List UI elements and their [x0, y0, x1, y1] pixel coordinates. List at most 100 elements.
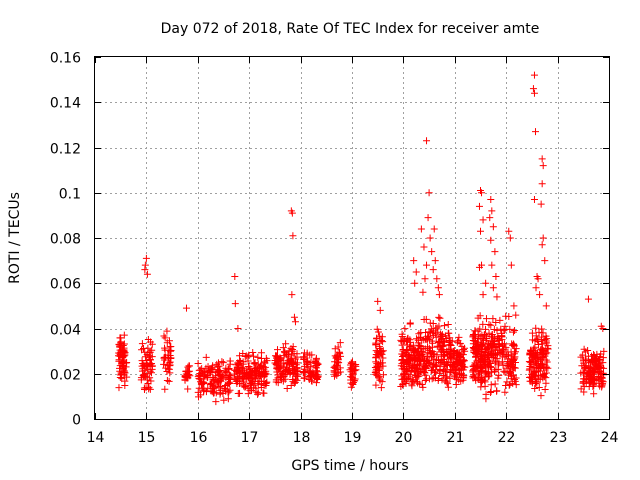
data-point: [281, 349, 289, 357]
data-point: [482, 279, 490, 287]
data-point: [433, 275, 441, 283]
data-point: [509, 363, 517, 371]
data-point: [579, 368, 587, 376]
data-point: [479, 216, 487, 224]
data-point: [600, 347, 608, 355]
data-point: [184, 385, 192, 393]
data-point: [497, 325, 505, 333]
data-point: [419, 383, 427, 391]
y-tick-label: 0: [72, 413, 81, 429]
y-tick-label: 0.14: [50, 96, 81, 112]
data-point: [526, 365, 534, 373]
x-tick-labels: 14 15 16 17 18 19 20 21 22 23 24: [87, 430, 619, 446]
data-point: [120, 331, 128, 339]
data-point: [331, 352, 339, 360]
data-point: [122, 359, 130, 367]
data-point: [410, 257, 418, 265]
data-point: [434, 284, 442, 292]
y-tick-label: 0.1: [59, 187, 81, 203]
data-point: [288, 291, 296, 299]
data-point: [438, 376, 446, 384]
data-point: [118, 353, 126, 361]
data-point: [416, 380, 424, 388]
data-point: [314, 360, 322, 368]
data-point: [238, 364, 246, 372]
data-point: [144, 379, 152, 387]
data-point: [493, 326, 501, 334]
x-tick-label: 17: [241, 430, 259, 446]
data-point: [582, 379, 590, 387]
data-point: [492, 351, 500, 359]
data-point: [121, 382, 129, 390]
data-point: [251, 359, 259, 367]
data-point: [428, 337, 436, 345]
data-point: [527, 377, 535, 385]
data-point: [222, 364, 230, 372]
data-point: [416, 360, 424, 368]
data-point: [427, 325, 435, 333]
data-point: [163, 339, 171, 347]
data-point: [119, 341, 127, 349]
data-point: [584, 347, 592, 355]
data-point: [416, 350, 424, 358]
data-point: [413, 373, 421, 381]
data-point: [378, 337, 386, 345]
data-point: [289, 343, 297, 351]
data-point: [141, 266, 149, 274]
data-point: [541, 386, 549, 394]
data-point: [148, 362, 156, 370]
data-point: [419, 288, 427, 296]
data-point: [536, 375, 544, 383]
data-point: [293, 353, 301, 361]
data-point: [436, 366, 444, 374]
data-point: [194, 360, 202, 368]
data-point: [163, 327, 171, 335]
data-point: [262, 354, 270, 362]
data-point: [544, 344, 552, 352]
data-point: [195, 384, 203, 392]
data-point: [351, 375, 359, 383]
data-point: [537, 346, 545, 354]
data-point: [486, 214, 494, 222]
data-point: [406, 371, 414, 379]
data-point: [537, 392, 545, 400]
data-point: [226, 357, 234, 365]
data-point: [540, 373, 548, 381]
data-points: [115, 71, 608, 406]
data-point: [284, 350, 292, 358]
data-point: [376, 306, 384, 314]
data-point: [143, 270, 151, 278]
data-point: [181, 371, 189, 379]
data-point: [379, 347, 387, 355]
data-point: [446, 336, 454, 344]
data-point: [247, 379, 255, 387]
data-point: [404, 352, 412, 360]
data-point: [375, 374, 383, 382]
data-point: [501, 322, 509, 330]
data-point: [489, 315, 497, 323]
x-tick-label: 19: [344, 430, 362, 446]
data-point: [379, 371, 387, 379]
data-point: [539, 329, 547, 337]
data-point: [248, 368, 256, 376]
data-point: [290, 313, 298, 321]
data-point: [432, 330, 440, 338]
data-point: [314, 372, 322, 380]
data-point: [429, 319, 437, 327]
data-point: [401, 349, 409, 357]
data-point: [492, 319, 500, 327]
x-tick-label: 14: [87, 430, 105, 446]
data-point: [501, 368, 509, 376]
data-point: [283, 365, 291, 373]
data-point: [231, 300, 239, 308]
data-point: [373, 348, 381, 356]
data-point: [585, 368, 593, 376]
data-point: [235, 379, 243, 387]
data-point: [281, 366, 289, 374]
data-point: [434, 374, 442, 382]
data-point: [227, 372, 235, 380]
data-point: [412, 335, 420, 343]
data-point: [508, 371, 516, 379]
data-point: [440, 322, 448, 330]
x-tick-label: 22: [498, 430, 516, 446]
